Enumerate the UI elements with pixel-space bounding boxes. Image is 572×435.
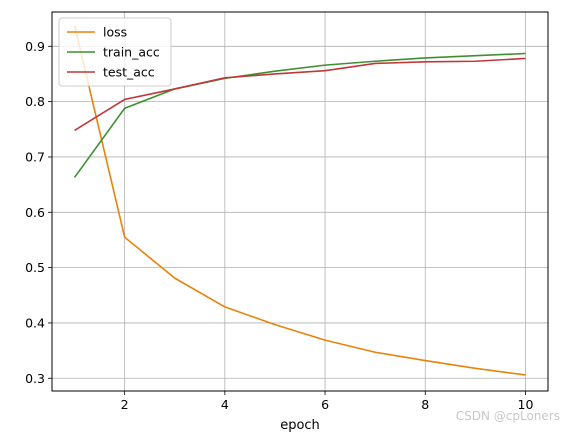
x-tick-label: 2	[121, 397, 129, 412]
legend-label: train_acc	[103, 45, 160, 60]
plot-area	[51, 11, 549, 392]
x-tick-label: 6	[321, 397, 329, 412]
x-tick-label: 10	[518, 397, 534, 412]
y-tick-label: 0.6	[25, 205, 45, 220]
y-tick-label: 0.3	[25, 371, 45, 386]
axis-ticks: 2 4 6 8 10 0.3 0.4 0.5 0.6 0.7 0.8 0.9	[25, 39, 533, 412]
watermark: CSDN @cpLoners	[455, 409, 560, 423]
y-tick-label: 0.9	[25, 39, 45, 54]
x-tick-label: 8	[421, 397, 429, 412]
x-axis-label: epoch	[280, 418, 320, 433]
y-tick-label: 0.5	[25, 260, 45, 275]
legend-label: loss	[103, 25, 127, 40]
y-tick-label: 0.8	[25, 94, 45, 109]
legend-label: test_acc	[103, 65, 155, 80]
series-lines	[73, 25, 526, 376]
series-line-loss	[73, 25, 526, 376]
legend: loss train_acc test_acc	[58, 17, 172, 87]
series-line-train-acc	[73, 52, 526, 178]
legend-box	[58, 17, 172, 87]
y-tick-label: 0.7	[25, 149, 45, 164]
y-tick-label: 0.4	[25, 315, 45, 330]
series-line-test-acc	[74, 57, 526, 132]
x-tick-label: 4	[221, 397, 229, 412]
